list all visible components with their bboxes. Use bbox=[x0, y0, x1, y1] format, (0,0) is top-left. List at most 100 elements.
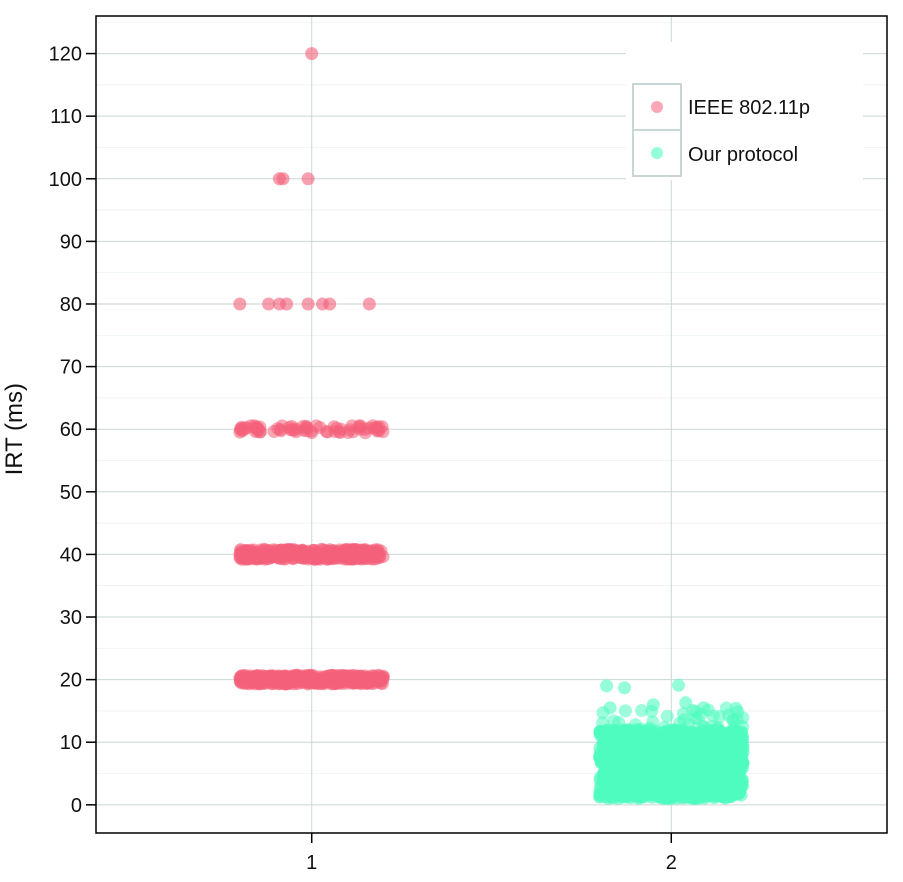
data-point bbox=[280, 297, 294, 311]
data-point bbox=[239, 544, 253, 557]
data-point bbox=[262, 670, 276, 683]
data-point bbox=[608, 752, 622, 766]
y-tick-label: 0 bbox=[71, 795, 82, 817]
data-point bbox=[314, 550, 328, 564]
data-point bbox=[677, 749, 690, 763]
y-tick-label: 10 bbox=[60, 732, 82, 754]
data-point bbox=[329, 551, 343, 565]
data-point bbox=[239, 676, 253, 689]
y-tick-label: 20 bbox=[60, 670, 82, 692]
data-point bbox=[676, 707, 690, 721]
data-point bbox=[596, 716, 610, 730]
data-point bbox=[672, 678, 685, 692]
legend-label: Our protocol bbox=[688, 144, 798, 166]
y-tick-label: 80 bbox=[60, 294, 82, 316]
y-axis: 0 10 20 30 40 50 60 70 80 90 100 110 120 bbox=[49, 44, 96, 817]
data-point bbox=[729, 701, 743, 715]
data-point bbox=[317, 675, 331, 689]
data-point bbox=[703, 771, 717, 785]
y-tick-label: 110 bbox=[50, 106, 82, 128]
data-point bbox=[352, 419, 366, 433]
data-point bbox=[603, 764, 617, 778]
y-tick-label: 70 bbox=[60, 357, 82, 379]
data-point bbox=[644, 747, 658, 761]
data-point bbox=[727, 731, 741, 745]
data-point bbox=[607, 714, 621, 728]
data-point bbox=[719, 701, 733, 715]
data-point bbox=[724, 749, 737, 763]
data-point bbox=[284, 545, 298, 559]
data-point bbox=[649, 775, 663, 789]
y-tick-label: 40 bbox=[60, 544, 82, 566]
data-point bbox=[304, 424, 318, 438]
data-point bbox=[709, 740, 722, 754]
data-point bbox=[305, 47, 319, 61]
data-point bbox=[600, 733, 614, 747]
x-tick-label: 1 bbox=[306, 852, 317, 874]
data-point bbox=[682, 718, 696, 731]
data-point bbox=[301, 172, 315, 186]
data-point bbox=[340, 674, 354, 688]
data-point bbox=[681, 728, 695, 742]
data-point bbox=[288, 423, 301, 437]
data-point bbox=[334, 422, 348, 436]
x-tick-label: 2 bbox=[666, 852, 677, 874]
data-point bbox=[648, 759, 662, 773]
data-point bbox=[674, 772, 688, 786]
data-point bbox=[665, 745, 679, 759]
data-point bbox=[626, 757, 640, 771]
data-point bbox=[658, 788, 672, 802]
y-tick-label: 120 bbox=[49, 44, 82, 66]
legend-label: IEEE 802.11p bbox=[688, 97, 810, 119]
data-point bbox=[618, 733, 632, 747]
data-point bbox=[603, 701, 617, 715]
data-point bbox=[618, 704, 632, 718]
data-point bbox=[657, 720, 671, 734]
data-point bbox=[289, 668, 303, 682]
data-point bbox=[362, 297, 376, 311]
data-point bbox=[688, 758, 701, 772]
data-point bbox=[714, 754, 728, 768]
data-point bbox=[660, 709, 674, 723]
data-point bbox=[634, 722, 648, 736]
data-point bbox=[262, 297, 276, 311]
y-tick-label: 30 bbox=[60, 607, 82, 629]
data-point bbox=[359, 551, 373, 565]
data-point bbox=[593, 780, 607, 794]
data-point bbox=[618, 681, 631, 695]
data-point bbox=[711, 720, 725, 734]
data-point bbox=[323, 297, 337, 311]
data-point bbox=[600, 679, 614, 693]
data-point bbox=[697, 701, 711, 715]
data-point bbox=[635, 704, 649, 717]
data-point bbox=[277, 673, 290, 687]
data-point bbox=[706, 709, 720, 723]
data-point bbox=[725, 762, 739, 776]
y-tick-label: 100 bbox=[49, 169, 82, 191]
data-point bbox=[646, 698, 660, 712]
data-point bbox=[247, 419, 261, 433]
data-point bbox=[233, 297, 247, 311]
data-point bbox=[341, 552, 354, 566]
data-point bbox=[268, 549, 282, 563]
y-axis-title: IRT (ms) bbox=[1, 383, 28, 475]
data-point bbox=[593, 790, 607, 804]
data-point bbox=[696, 719, 710, 733]
data-point bbox=[634, 789, 648, 803]
y-tick-label: 50 bbox=[60, 482, 82, 504]
data-point bbox=[276, 172, 290, 186]
legend-key-ieee bbox=[651, 101, 663, 113]
data-point bbox=[697, 749, 711, 763]
data-point bbox=[367, 421, 381, 435]
data-point bbox=[617, 743, 631, 757]
data-point bbox=[613, 787, 627, 801]
y-tick-label: 90 bbox=[60, 231, 82, 253]
legend: IEEE 802.11p Our protocol bbox=[626, 42, 863, 180]
data-points bbox=[233, 47, 750, 806]
data-point bbox=[717, 788, 731, 802]
y-tick-label: 60 bbox=[60, 419, 82, 441]
legend-key-ours bbox=[651, 147, 663, 159]
data-point bbox=[605, 776, 619, 790]
